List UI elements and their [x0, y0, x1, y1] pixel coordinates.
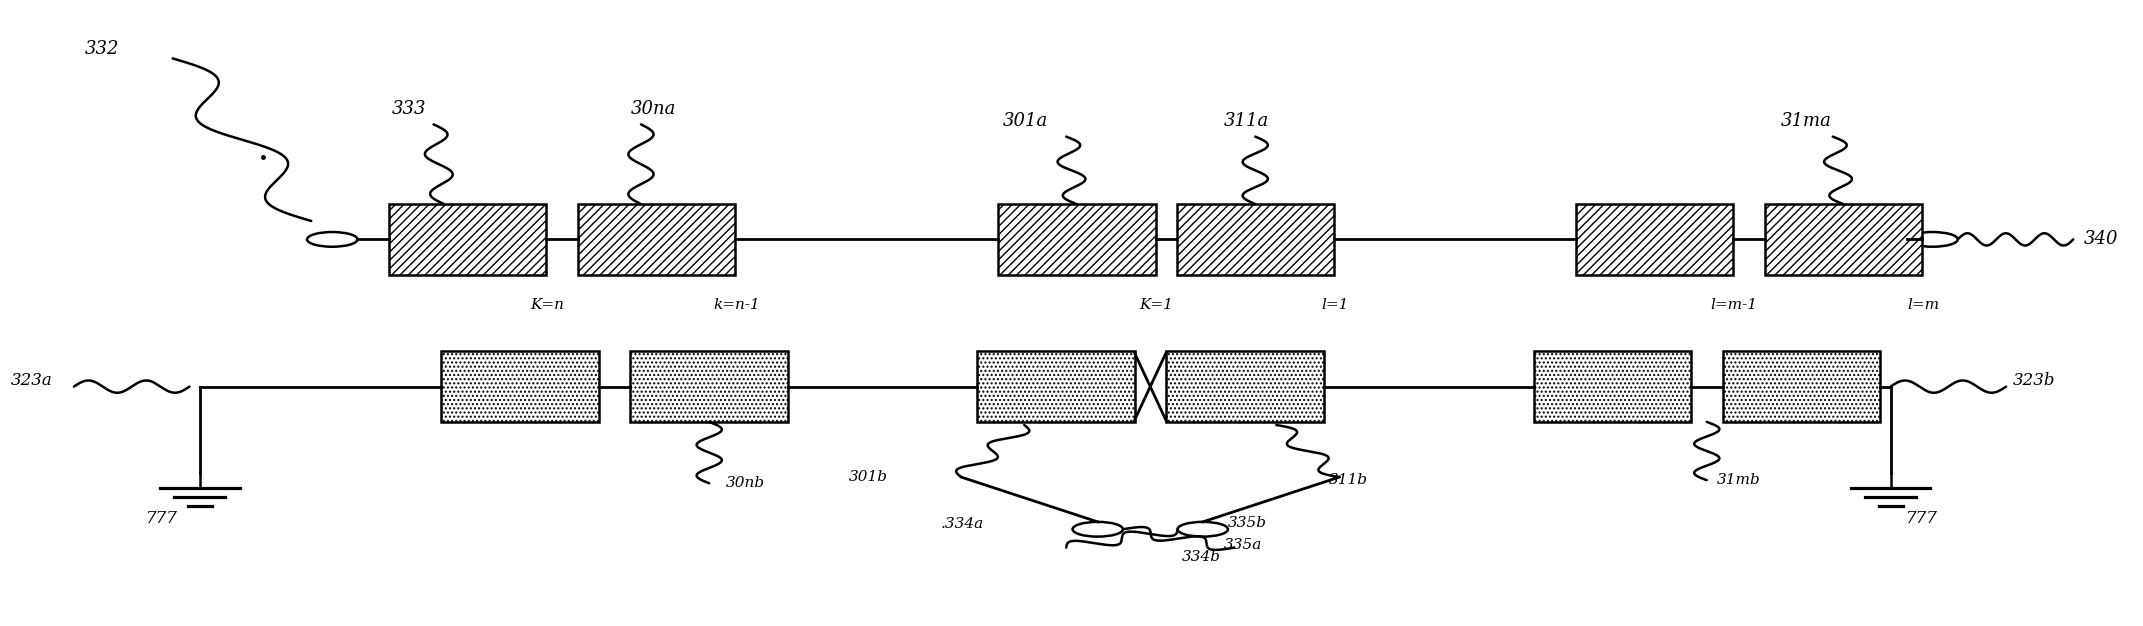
Bar	[579, 204, 735, 275]
Text: 340: 340	[2083, 230, 2117, 249]
Bar	[1723, 351, 1879, 422]
Text: .334a: .334a	[941, 517, 984, 531]
Text: 332: 332	[84, 40, 118, 58]
Text: 335a: 335a	[1224, 538, 1262, 552]
Text: 31ma: 31ma	[1781, 112, 1830, 130]
Text: 323b: 323b	[2012, 372, 2055, 389]
Bar	[1764, 204, 1922, 275]
Text: 301a: 301a	[1003, 112, 1048, 130]
Text: l=1: l=1	[1322, 299, 1348, 312]
Bar	[630, 351, 789, 422]
Text: 301b: 301b	[849, 470, 887, 484]
Text: 777: 777	[1905, 510, 1937, 527]
Text: 311b: 311b	[1329, 473, 1367, 487]
Bar	[977, 351, 1134, 422]
Text: l=m: l=m	[1907, 299, 1939, 312]
Text: 30na: 30na	[630, 100, 675, 118]
Text: 311a: 311a	[1224, 112, 1269, 130]
Text: 777: 777	[146, 510, 178, 527]
Bar	[390, 204, 546, 275]
Text: 333: 333	[392, 100, 426, 118]
Text: k=n-1: k=n-1	[714, 299, 761, 312]
Bar	[1575, 204, 1734, 275]
Text: K=n: K=n	[531, 299, 564, 312]
Bar	[999, 204, 1155, 275]
Text: K=1: K=1	[1140, 299, 1174, 312]
Text: 31mb: 31mb	[1717, 473, 1762, 487]
Text: l=m-1: l=m-1	[1710, 299, 1757, 312]
Bar	[1534, 351, 1691, 422]
Bar	[1177, 204, 1333, 275]
Text: 30nb: 30nb	[726, 476, 765, 490]
Text: 334b: 334b	[1181, 550, 1222, 564]
Text: 335b: 335b	[1228, 516, 1267, 530]
Bar	[1166, 351, 1324, 422]
Bar	[441, 351, 600, 422]
Text: 323a: 323a	[11, 372, 54, 389]
